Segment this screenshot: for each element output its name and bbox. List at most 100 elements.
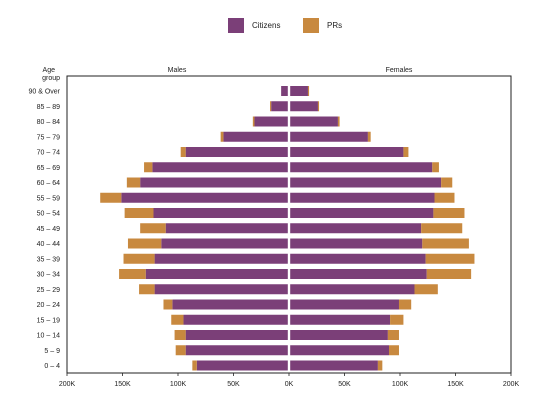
x-tick-label-2: 100K <box>170 381 187 388</box>
bar-males-citizens-5-9 <box>185 345 288 356</box>
bar-females-citizens-65-69 <box>290 162 433 173</box>
bar-females-prs-85-89 <box>317 101 320 112</box>
legend-swatch-citizens <box>228 18 244 33</box>
bar-females-citizens-80-84 <box>290 116 338 127</box>
bar-males-prs-45-49 <box>140 223 166 234</box>
bar-males-prs-50-54 <box>124 208 154 218</box>
age-label-85-89: 85 – 89 <box>37 104 60 111</box>
bar-females-citizens-0-4 <box>290 360 378 371</box>
bars-layer <box>100 86 475 371</box>
bar-females-prs-90-over <box>307 86 310 96</box>
bar-males-prs-10-14 <box>174 330 186 340</box>
bar-females-prs-40-44 <box>422 238 469 249</box>
bar-females-citizens-25-29 <box>290 284 415 295</box>
bar-females-citizens-5-9 <box>290 345 389 356</box>
x-tick-label-8: 200K <box>503 381 520 388</box>
bar-males-citizens-10-14 <box>185 330 288 340</box>
bar-females-citizens-30-34 <box>290 269 427 279</box>
bar-females-prs-0-4 <box>377 360 383 371</box>
x-tick-label-4: 0K <box>285 381 294 388</box>
age-label-55-59: 55 – 59 <box>37 195 60 202</box>
age-label-5-9: 5 – 9 <box>44 348 60 355</box>
age-label-70-74: 70 – 74 <box>37 150 60 157</box>
bar-females-prs-80-84 <box>337 116 340 127</box>
bar-females-citizens-55-59 <box>290 192 435 203</box>
bar-males-prs-35-39 <box>123 253 155 264</box>
bar-males-prs-25-29 <box>139 284 155 295</box>
bar-males-citizens-70-74 <box>185 147 288 157</box>
bar-males-citizens-65-69 <box>152 162 288 173</box>
bar-females-citizens-45-49 <box>290 223 422 234</box>
bar-males-citizens-15-19 <box>183 314 288 325</box>
age-label-0-4: 0 – 4 <box>44 363 60 370</box>
bar-males-prs-70-74 <box>180 147 186 157</box>
x-tick-label-0: 200K <box>59 381 76 388</box>
age-label-80-84: 80 – 84 <box>37 119 60 126</box>
bar-females-prs-45-49 <box>421 223 463 234</box>
bar-females-citizens-90-over <box>290 86 308 96</box>
bar-males-prs-85-89 <box>270 101 272 112</box>
males-header: Males <box>168 67 187 74</box>
bar-females-prs-5-9 <box>388 345 399 356</box>
age-group-header-line2: group <box>42 75 60 82</box>
bar-females-prs-10-14 <box>387 330 399 340</box>
age-label-40-44: 40 – 44 <box>37 241 60 248</box>
bar-males-citizens-40-44 <box>161 238 288 249</box>
bar-males-citizens-60-64 <box>140 177 288 188</box>
bar-males-citizens-35-39 <box>154 253 288 264</box>
x-tick-label-5: 50K <box>338 381 351 388</box>
bar-females-prs-50-54 <box>433 208 465 218</box>
age-group-header-line1: Age <box>43 67 56 74</box>
legend-label-prs: PRs <box>327 21 342 30</box>
age-label-90-over: 90 & Over <box>28 89 60 96</box>
legend: Citizens PRs <box>228 18 342 33</box>
x-tick-label-7: 150K <box>447 381 464 388</box>
bar-females-citizens-50-54 <box>290 208 434 218</box>
bar-males-citizens-45-49 <box>165 223 288 234</box>
bar-females-prs-20-24 <box>398 299 412 310</box>
bar-males-citizens-85-89 <box>271 101 288 112</box>
bar-females-citizens-15-19 <box>290 314 391 325</box>
legend-label-citizens: Citizens <box>252 21 280 30</box>
x-axis-ticks: 200K 150K 100K 50K 0K 50K 100K 150K 200K <box>59 373 520 388</box>
bar-males-citizens-30-34 <box>145 269 288 279</box>
bar-males-citizens-55-59 <box>121 192 288 203</box>
bar-males-citizens-90-over <box>281 86 288 96</box>
bar-females-citizens-40-44 <box>290 238 423 249</box>
bar-males-prs-40-44 <box>127 238 162 249</box>
bar-females-citizens-75-79 <box>290 131 368 142</box>
age-label-45-49: 45 – 49 <box>37 226 60 233</box>
x-tick-label-1: 150K <box>114 381 131 388</box>
age-label-65-69: 65 – 69 <box>37 165 60 172</box>
bar-females-citizens-70-74 <box>290 147 404 157</box>
bar-males-prs-80-84 <box>252 116 255 127</box>
bar-females-prs-75-79 <box>367 131 371 142</box>
bar-females-citizens-35-39 <box>290 253 426 264</box>
bar-females-citizens-20-24 <box>290 299 399 310</box>
bar-males-prs-15-19 <box>171 314 184 325</box>
bar-males-prs-0-4 <box>192 360 197 371</box>
bar-males-prs-65-69 <box>144 162 153 173</box>
age-group-labels: 90 & Over 85 – 89 80 – 84 75 – 79 70 – 74 65 … <box>28 89 60 371</box>
bar-males-citizens-20-24 <box>172 299 288 310</box>
bar-females-citizens-10-14 <box>290 330 388 340</box>
bar-males-citizens-80-84 <box>254 116 288 127</box>
age-label-35-39: 35 – 39 <box>37 256 60 263</box>
bar-females-prs-30-34 <box>426 269 472 279</box>
bar-females-prs-25-29 <box>414 284 438 295</box>
age-label-20-24: 20 – 24 <box>37 302 60 309</box>
age-label-25-29: 25 – 29 <box>37 287 60 294</box>
age-label-60-64: 60 – 64 <box>37 180 60 187</box>
age-label-50-54: 50 – 54 <box>37 211 60 218</box>
bar-females-citizens-85-89 <box>290 101 318 112</box>
bar-males-prs-30-34 <box>119 269 146 279</box>
bar-females-prs-70-74 <box>403 147 409 157</box>
bar-males-prs-75-79 <box>220 131 224 142</box>
bar-males-citizens-0-4 <box>196 360 288 371</box>
age-label-10-14: 10 – 14 <box>37 333 60 340</box>
bar-females-prs-55-59 <box>434 192 455 203</box>
age-label-15-19: 15 – 19 <box>37 317 60 324</box>
bar-females-prs-15-19 <box>390 314 404 325</box>
females-header: Females <box>386 67 413 74</box>
